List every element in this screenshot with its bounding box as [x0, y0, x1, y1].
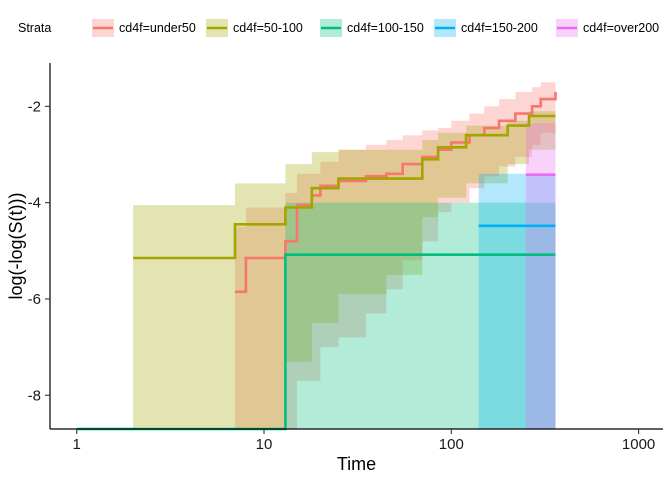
legend-label: cd4f=over200: [583, 21, 659, 35]
y-tick-label--6: -6: [28, 291, 41, 308]
band-series-2: [133, 111, 556, 429]
legend-title: Strata: [18, 21, 51, 35]
x-tick-label-1: 1: [73, 436, 81, 453]
series-lines: [76, 91, 557, 431]
line-series-2: [133, 114, 556, 260]
x-tick-label-10: 10: [256, 436, 273, 453]
band-series-5: [525, 123, 556, 429]
legend-label: cd4f=100-150: [347, 21, 424, 35]
legend-item-1: cd4f=under50: [92, 19, 196, 37]
legend-item-3: cd4f=100-150: [320, 19, 424, 37]
legend-label: cd4f=150-200: [461, 21, 538, 35]
x-tick-label-1000: 1000: [622, 436, 655, 453]
legend-item-4: cd4f=150-200: [434, 19, 538, 37]
band-series-4: [478, 173, 556, 429]
x-tick-label-100: 100: [439, 436, 464, 453]
axes: 1 10 100 1000 -8 -6 -4 -2: [28, 63, 663, 453]
legend-label: cd4f=under50: [119, 21, 196, 35]
legend-item-2: cd4f=50-100: [206, 19, 303, 37]
legend-item-5: cd4f=over200: [556, 19, 659, 37]
y-tick-label--2: -2: [28, 98, 41, 115]
x-axis-title: Time: [337, 454, 376, 474]
y-axis-title: log(-log(S(t))): [6, 192, 26, 299]
y-tick-label--4: -4: [28, 195, 41, 212]
y-tick-label--8: -8: [28, 387, 41, 404]
legend-label: cd4f=50-100: [233, 21, 303, 35]
band-series-3: [76, 202, 556, 429]
legend: Strata cd4f=under50 cd4f=50-100 cd4f=100-1…: [18, 19, 659, 37]
